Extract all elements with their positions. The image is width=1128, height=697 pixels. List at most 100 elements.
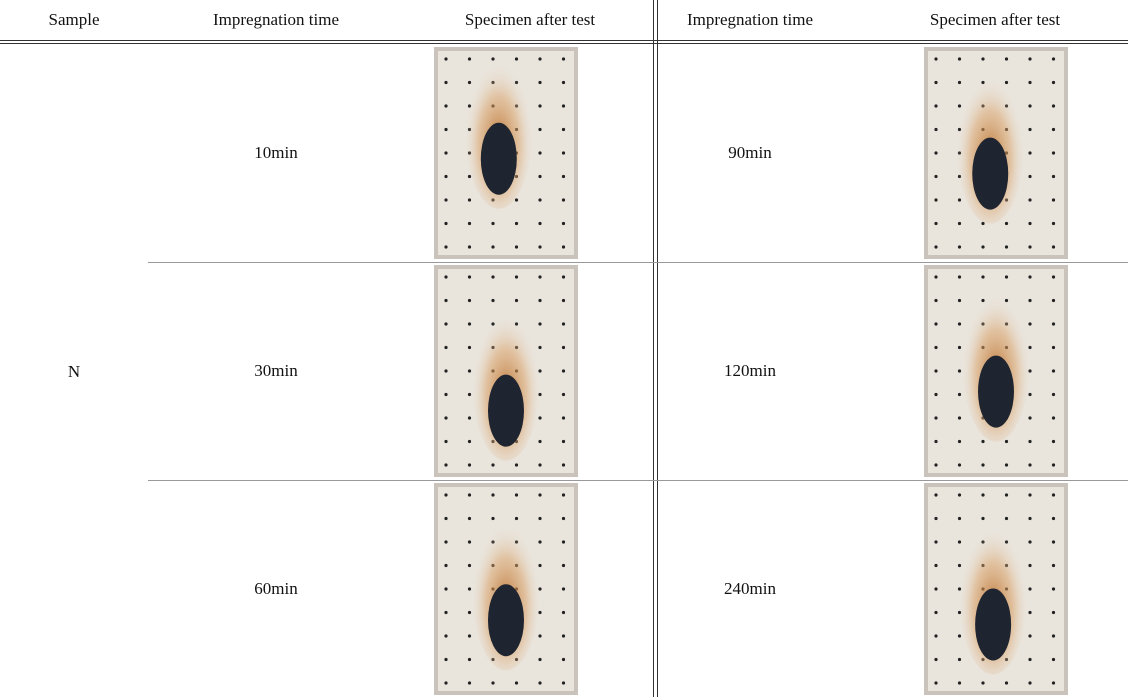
hole: [1052, 463, 1055, 466]
hole: [1005, 245, 1008, 248]
hole: [468, 275, 471, 278]
row-rule: [148, 480, 1128, 481]
hole: [538, 245, 541, 248]
hole: [468, 175, 471, 178]
hole: [562, 517, 565, 520]
hole: [934, 540, 937, 543]
hole: [562, 57, 565, 60]
header-cell: Impregnation time: [213, 10, 339, 30]
hole: [562, 611, 565, 614]
hole: [562, 322, 565, 325]
hole: [538, 104, 541, 107]
hole: [538, 322, 541, 325]
sample-cell: N: [68, 362, 80, 382]
hole: [934, 322, 937, 325]
hole: [491, 222, 494, 225]
hole: [1052, 393, 1055, 396]
hole: [934, 440, 937, 443]
hole: [538, 198, 541, 201]
hole: [1028, 81, 1031, 84]
hole: [491, 299, 494, 302]
hole: [981, 245, 984, 248]
hole: [1028, 104, 1031, 107]
hole: [1052, 104, 1055, 107]
hole: [934, 634, 937, 637]
hole: [1028, 275, 1031, 278]
hole: [444, 587, 447, 590]
page: Sample Impregnation time Specimen after …: [0, 0, 1128, 697]
hole: [468, 440, 471, 443]
header-rule: [0, 40, 1128, 41]
hole: [958, 393, 961, 396]
hole: [444, 128, 447, 131]
column-rule: [653, 0, 654, 697]
hole: [538, 128, 541, 131]
hole: [1052, 517, 1055, 520]
hole: [538, 151, 541, 154]
hole: [562, 104, 565, 107]
hole: [562, 564, 565, 567]
hole: [1028, 611, 1031, 614]
hole: [444, 175, 447, 178]
hole: [538, 222, 541, 225]
specimen-photo: [924, 265, 1068, 477]
hole: [958, 81, 961, 84]
hole: [1028, 128, 1031, 131]
hole: [444, 416, 447, 419]
hole: [958, 634, 961, 637]
hole: [1028, 587, 1031, 590]
hole: [1028, 175, 1031, 178]
hole: [934, 611, 937, 614]
hole: [468, 517, 471, 520]
hole: [1052, 681, 1055, 684]
hole: [958, 463, 961, 466]
char: [972, 138, 1008, 210]
hole: [562, 175, 565, 178]
hole: [1028, 245, 1031, 248]
hole: [444, 393, 447, 396]
specimen-photo: [924, 47, 1068, 259]
specimen-photo: [434, 483, 578, 695]
hole: [1028, 198, 1031, 201]
hole: [1052, 128, 1055, 131]
hole: [562, 81, 565, 84]
hole: [468, 564, 471, 567]
hole: [1028, 57, 1031, 60]
hole: [1005, 275, 1008, 278]
hole: [934, 245, 937, 248]
header-rule: [0, 43, 1128, 44]
hole: [444, 346, 447, 349]
hole: [491, 463, 494, 466]
hole: [562, 128, 565, 131]
hole: [562, 245, 565, 248]
hole: [934, 128, 937, 131]
char: [488, 584, 524, 656]
hole: [562, 299, 565, 302]
hole: [934, 681, 937, 684]
hole: [1028, 493, 1031, 496]
hole: [444, 658, 447, 661]
char: [978, 356, 1014, 428]
hole: [538, 493, 541, 496]
hole: [444, 57, 447, 60]
hole: [1052, 275, 1055, 278]
hole: [444, 681, 447, 684]
hole: [562, 440, 565, 443]
hole: [934, 151, 937, 154]
hole: [468, 322, 471, 325]
hole: [1052, 564, 1055, 567]
header-cell: Sample: [49, 10, 100, 30]
hole: [958, 658, 961, 661]
hole: [515, 681, 518, 684]
hole: [958, 540, 961, 543]
hole: [562, 681, 565, 684]
hole: [1028, 416, 1031, 419]
hole: [444, 611, 447, 614]
hole: [515, 245, 518, 248]
hole: [1052, 57, 1055, 60]
hole: [1028, 681, 1031, 684]
hole: [538, 540, 541, 543]
hole: [538, 299, 541, 302]
hole: [538, 681, 541, 684]
hole: [468, 416, 471, 419]
